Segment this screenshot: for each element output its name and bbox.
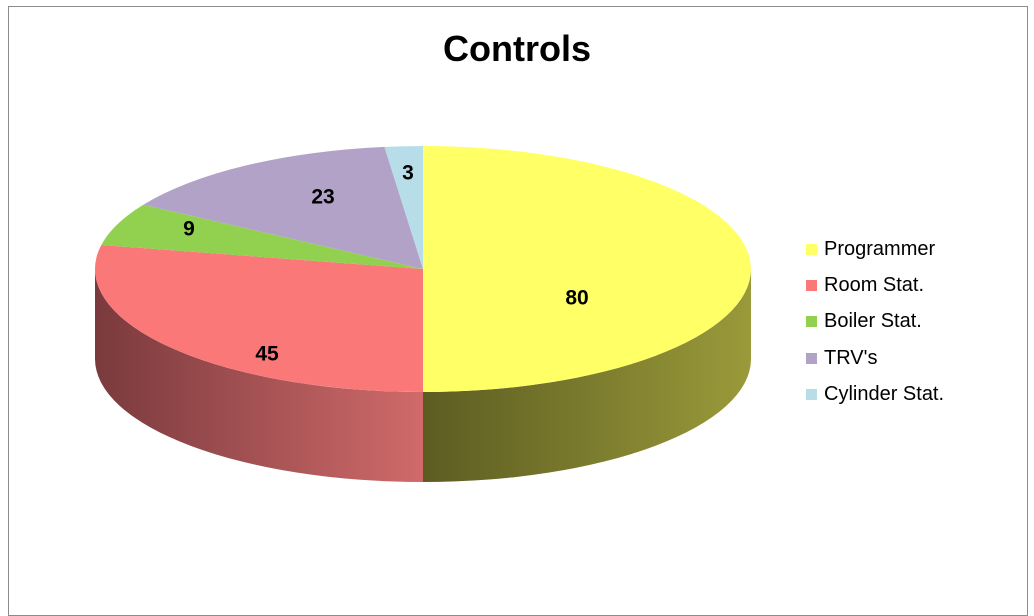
pie-data-label-0: 80: [565, 287, 588, 310]
legend-swatch: [806, 316, 817, 328]
legend-label: TRV's: [824, 346, 878, 369]
legend-item: Cylinder Stat.: [806, 377, 944, 413]
pie-data-label-4: 3: [402, 162, 414, 185]
legend-item: Programmer: [806, 231, 944, 267]
chart-title: Controls: [443, 28, 591, 69]
legend-item: Room Stat.: [806, 267, 944, 303]
legend-label: Cylinder Stat.: [824, 383, 945, 406]
pie-data-label-3: 23: [311, 186, 334, 209]
legend-swatch: [806, 280, 817, 292]
legend-swatch: [806, 243, 817, 255]
legend-item: Boiler Stat.: [806, 304, 944, 340]
pie-chart: 80 45 9 23 3: [95, 146, 751, 482]
pie-slice-1: [95, 245, 423, 392]
legend-label: Boiler Stat.: [824, 310, 922, 333]
pie-slice-2: [101, 204, 423, 269]
pie-slice-0: [423, 146, 751, 392]
pie-slice-side-1: [95, 269, 423, 482]
pie-data-label-2: 9: [183, 218, 195, 241]
legend-swatch: [806, 352, 817, 364]
legend-label: Room Stat.: [824, 274, 925, 297]
legend-swatch: [806, 389, 817, 401]
legend-item: TRV's: [806, 340, 944, 376]
chart-legend: Programmer Room Stat. Boiler Stat. TRV's Cyl…: [806, 231, 944, 413]
pie-slice-4: [384, 146, 423, 269]
legend-label: Programmer: [824, 237, 936, 260]
pie-slice-side-0: [423, 269, 751, 482]
pie-slice-3: [143, 146, 423, 269]
pie-data-label-1: 45: [255, 343, 279, 366]
